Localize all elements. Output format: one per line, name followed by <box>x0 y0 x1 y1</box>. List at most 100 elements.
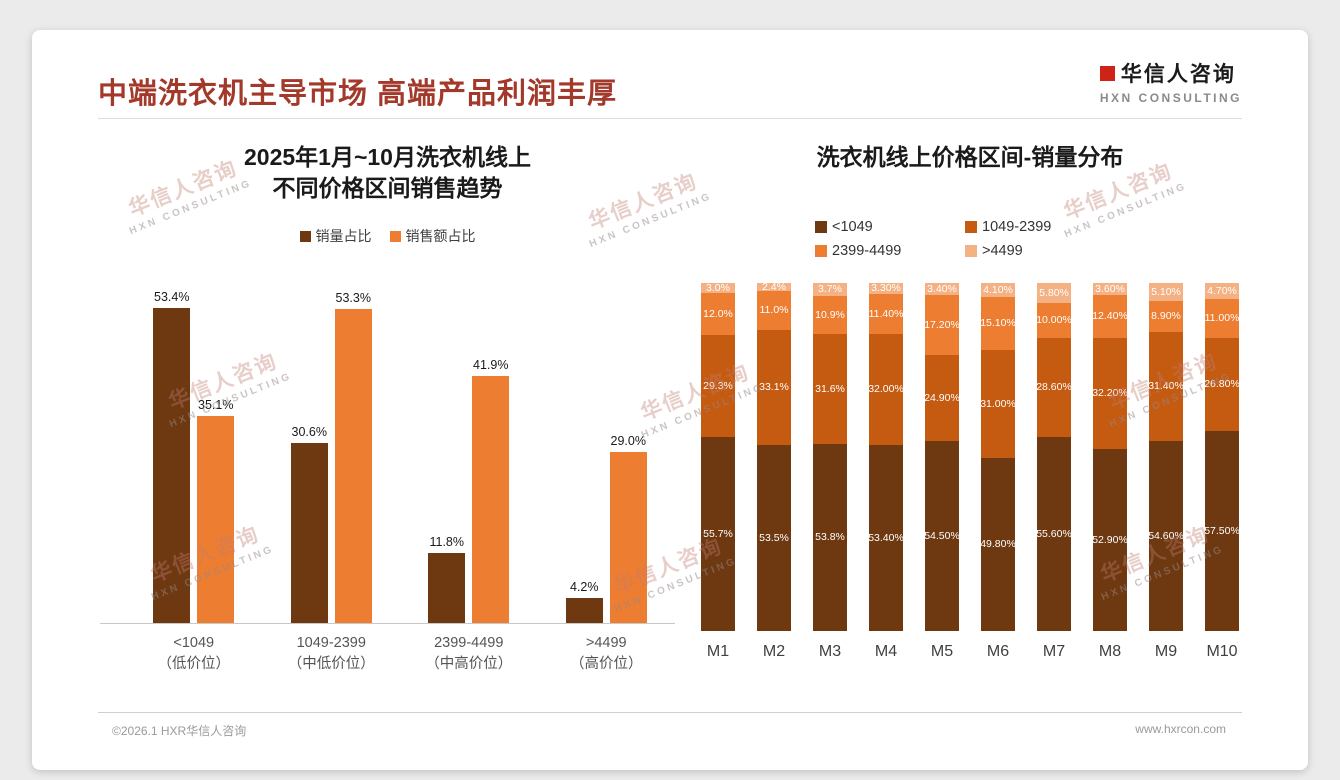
bar-segment: 55.7% <box>701 437 735 631</box>
x-axis-label-line1: 1049-2399 <box>296 635 366 651</box>
bar-segment: 32.20% <box>1092 338 1128 449</box>
segment-value-label: 28.60% <box>1036 381 1072 394</box>
legend-swatch <box>815 221 827 233</box>
bar-segment: 15.10% <box>980 297 1016 350</box>
bar-segment: 54.50% <box>924 441 960 631</box>
footer-website: www.hxrcon.com <box>1135 722 1226 736</box>
month-label: M4 <box>874 643 898 660</box>
segment-value-label: 12.0% <box>703 308 733 321</box>
month-label: M7 <box>1042 643 1066 660</box>
stacked-bar-column: 3.40% 17.20% 24.90% 54.50% <box>914 283 970 631</box>
bar <box>153 308 191 623</box>
bar-wrap: 53.4% <box>153 272 191 623</box>
left-chart-title-line2: 不同价格区间销售趋势 <box>272 175 503 201</box>
bar-segment: 2.4% <box>757 280 791 293</box>
segment-value-label: 26.80% <box>1204 377 1240 390</box>
bar-value-label: 41.9% <box>473 358 509 372</box>
segment-value-label: 32.00% <box>868 383 904 396</box>
bar-segment: 12.40% <box>1092 295 1128 339</box>
segment-value-label: 24.90% <box>924 391 960 404</box>
footer-divider <box>98 712 1242 713</box>
segment-value-label: 15.10% <box>980 317 1016 330</box>
bar-segment: 49.80% <box>980 457 1016 631</box>
bar-segment: 24.90% <box>924 354 960 442</box>
x-axis-label: 1049-2399 （中低价位） <box>263 633 401 675</box>
bar-segment: 11.40% <box>868 294 904 335</box>
left-chart-title: 2025年1月~10月洗衣机线上 不同价格区间销售趋势 <box>100 142 675 204</box>
segment-value-label: 31.00% <box>980 397 1016 410</box>
bar <box>290 443 328 623</box>
bar-segment: 54.60% <box>1148 440 1184 631</box>
legend-item: <1049 <box>815 219 965 235</box>
bar-segment: 3.60% <box>1093 283 1127 296</box>
bar-segment: 12.0% <box>701 293 735 336</box>
logo-subtitle: HXN CONSULTING <box>1099 91 1242 105</box>
x-axis-label-line1: <1049 <box>173 635 215 651</box>
bar-group: 30.6% 53.3% <box>263 272 401 623</box>
segment-value-label: 33.1% <box>759 380 789 393</box>
bar-segment: 5.80% <box>1037 283 1071 304</box>
segment-value-label: 53.5% <box>759 531 789 544</box>
segment-value-label: 3.40% <box>927 282 957 295</box>
bar-segment: 3.40% <box>925 283 959 295</box>
segment-value-label: 55.7% <box>703 527 733 540</box>
segment-value-label: 53.8% <box>815 531 845 544</box>
bar-segment: 11.00% <box>1205 299 1239 338</box>
segment-value-label: 10.00% <box>1036 314 1072 327</box>
month-label: M3 <box>818 643 842 660</box>
bar <box>565 598 603 623</box>
bar-value-label: 29.0% <box>610 434 646 448</box>
logo-row: 华信人咨询 <box>1099 58 1242 88</box>
stacked-bar: 3.60% 12.40% 32.20% 52.90% <box>1092 283 1128 631</box>
month-label: M5 <box>930 643 954 660</box>
left-plot: 53.4% 35.1% 30.6% 53.3% 11.8% 41.9% 4.2% 29.0% <box>100 272 675 624</box>
month-label: M6 <box>986 643 1010 660</box>
legend-swatch <box>965 245 977 257</box>
segment-value-label: 55.60% <box>1036 527 1072 540</box>
bar-wrap: 41.9% <box>472 272 510 623</box>
stacked-bar-column: 3.7% 10.9% 31.6% 53.8% <box>802 283 858 631</box>
segment-value-label: 49.80% <box>980 538 1016 551</box>
bar-wrap: 29.0% <box>609 272 647 623</box>
bar-wrap: 4.2% <box>565 272 603 623</box>
segment-value-label: 31.40% <box>1148 380 1184 393</box>
legend-item: 销量占比 <box>299 226 372 246</box>
month-label: M8 <box>1098 643 1122 660</box>
stacked-bar-column: 4.10% 15.10% 31.00% 49.80% <box>970 283 1026 631</box>
segment-value-label: 12.40% <box>1092 310 1128 323</box>
legend-swatch <box>965 221 977 233</box>
bar-value-label: 53.3% <box>335 291 371 305</box>
month-label: M1 <box>706 643 730 660</box>
bar-group: 4.2% 29.0% <box>538 272 676 623</box>
bar-segment: 10.9% <box>813 295 847 334</box>
segment-value-label: 2.4% <box>762 280 786 293</box>
legend-label: >4499 <box>982 243 1023 259</box>
x-axis-label-line2: （高价位） <box>570 656 643 672</box>
logo-name: 华信人咨询 <box>1120 63 1236 86</box>
stacked-bar: 5.10% 8.90% 31.40% 54.60% <box>1148 283 1184 631</box>
bar-value-label: 30.6% <box>291 425 327 439</box>
segment-value-label: 5.80% <box>1039 286 1069 299</box>
bar-segment: 33.1% <box>757 329 791 445</box>
segment-value-label: 5.10% <box>1151 285 1181 298</box>
segment-value-label: 31.6% <box>815 382 845 395</box>
segment-value-label: 11.40% <box>868 308 904 321</box>
month-label: M10 <box>1206 643 1238 660</box>
stacked-bar: 3.0% 12.0% 29.3% 55.7% <box>701 283 735 631</box>
bar-group: 11.8% 41.9% <box>400 272 538 623</box>
stacked-bar-column: 5.80% 10.00% 28.60% 55.60% <box>1026 283 1082 631</box>
x-axis-label: <1049 （低价位） <box>125 633 263 675</box>
segment-value-label: 29.3% <box>703 379 733 392</box>
bar-segment: 53.8% <box>813 443 847 631</box>
stacked-bar-column: 4.70% 11.00% 26.80% 57.50% <box>1194 283 1250 631</box>
legend-label: 2399-4499 <box>832 243 902 259</box>
left-chart-title-line1: 2025年1月~10月洗衣机线上 <box>244 144 531 170</box>
segment-value-label: 32.20% <box>1092 387 1128 400</box>
legend-item: >4499 <box>965 243 1125 259</box>
x-axis-label-line2: （中低价位） <box>287 656 375 672</box>
stacked-bar-column: 5.10% 8.90% 31.40% 54.60% <box>1138 283 1194 631</box>
bar-segment: 31.40% <box>1148 331 1184 441</box>
legend-label: <1049 <box>832 219 873 235</box>
bar-segment: 17.20% <box>924 294 960 355</box>
segment-value-label: 11.0% <box>759 304 789 317</box>
